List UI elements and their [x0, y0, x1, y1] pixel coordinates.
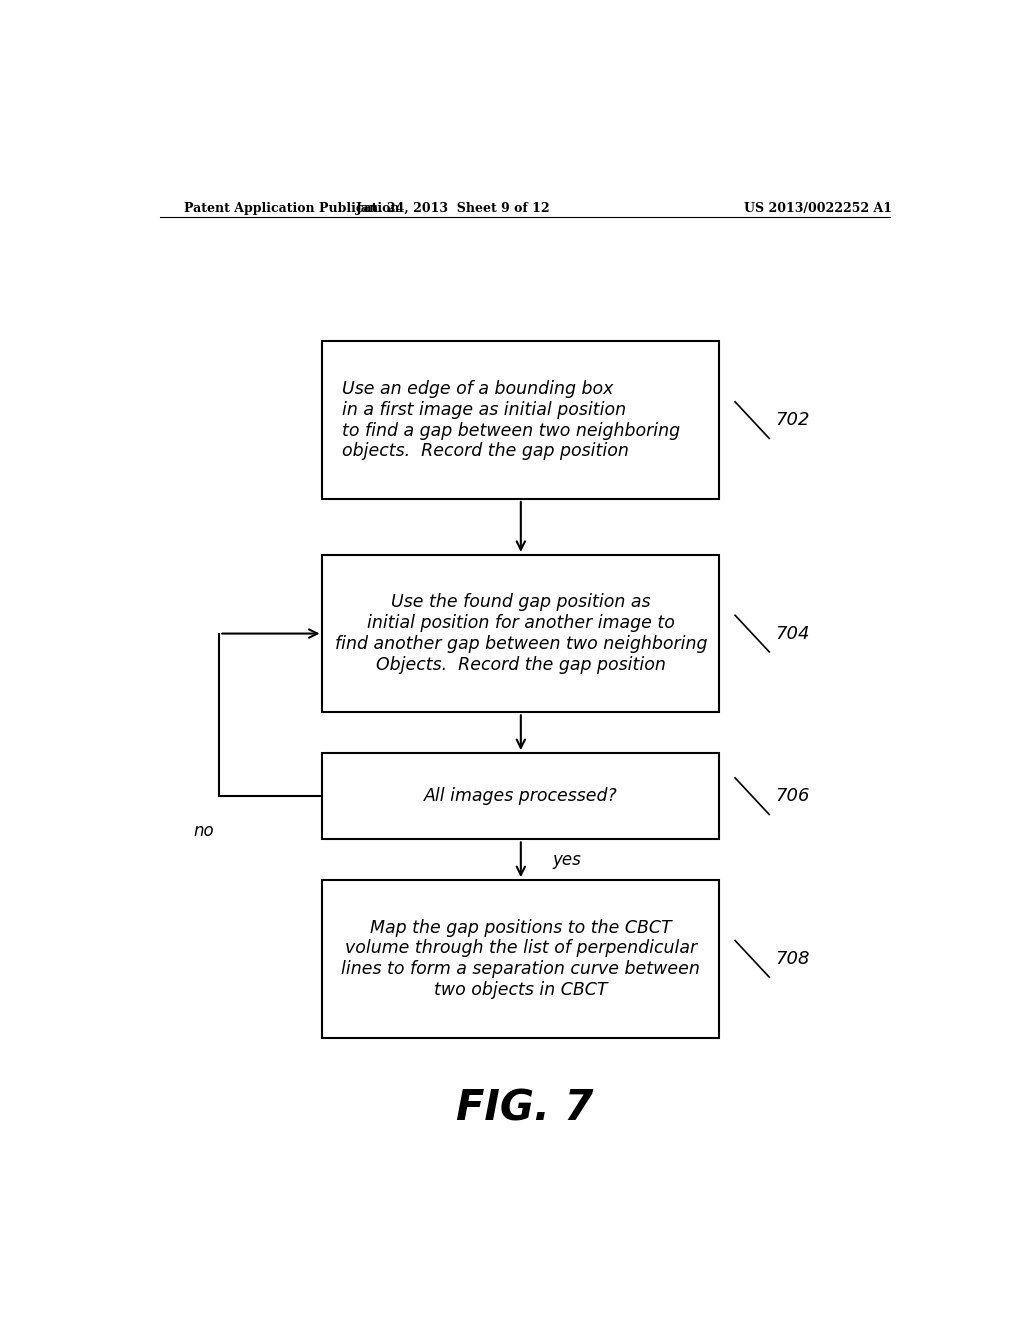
FancyBboxPatch shape: [323, 342, 719, 499]
Text: Jan. 24, 2013  Sheet 9 of 12: Jan. 24, 2013 Sheet 9 of 12: [356, 202, 551, 215]
Text: 704: 704: [775, 624, 810, 643]
Text: no: no: [194, 821, 214, 840]
Text: 706: 706: [775, 787, 810, 805]
FancyBboxPatch shape: [323, 880, 719, 1038]
Text: Patent Application Publication: Patent Application Publication: [183, 202, 399, 215]
FancyBboxPatch shape: [323, 752, 719, 840]
Text: 708: 708: [775, 950, 810, 968]
Text: US 2013/0022252 A1: US 2013/0022252 A1: [744, 202, 893, 215]
FancyBboxPatch shape: [323, 554, 719, 713]
Text: yes: yes: [553, 850, 582, 869]
Text: FIG. 7: FIG. 7: [456, 1088, 594, 1130]
Text: Use the found gap position as
initial position for another image to
find another: Use the found gap position as initial po…: [335, 594, 708, 673]
Text: All images processed?: All images processed?: [424, 787, 617, 805]
Text: Use an edge of a bounding box
in a first image as initial position
to find a gap: Use an edge of a bounding box in a first…: [342, 380, 680, 461]
Text: Map the gap positions to the CBCT
volume through the list of perpendicular
lines: Map the gap positions to the CBCT volume…: [341, 919, 700, 999]
Text: 702: 702: [775, 411, 810, 429]
